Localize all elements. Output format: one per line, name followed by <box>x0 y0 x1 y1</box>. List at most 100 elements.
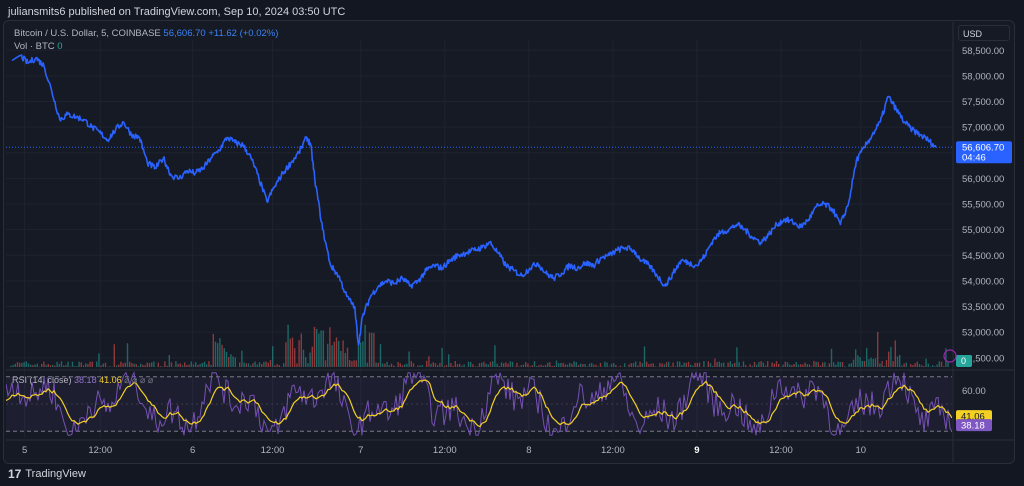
volume-bar <box>476 366 478 367</box>
volume-bar <box>426 360 428 367</box>
volume-bar <box>696 362 698 367</box>
volume-bar <box>221 344 223 367</box>
volume-bar <box>157 362 159 367</box>
last-price-tag-value: 56,606.70 <box>962 142 1004 153</box>
volume-bar <box>604 361 606 367</box>
volume-bar <box>901 365 903 367</box>
volume-bar <box>487 364 489 367</box>
volume-tag <box>956 355 972 367</box>
volume-bar <box>456 364 459 367</box>
volume-bar <box>49 365 52 367</box>
volume-bar <box>162 366 164 367</box>
volume-bar <box>129 361 131 367</box>
volume-bar <box>401 365 404 367</box>
volume-bar <box>375 362 377 367</box>
rsi-tag <box>956 419 992 432</box>
volume-bar <box>738 362 740 367</box>
volume-bar <box>316 329 318 367</box>
volume-bar <box>659 363 661 367</box>
volume-bar <box>718 361 720 367</box>
y-tick-label: 58,500.00 <box>962 46 1004 57</box>
volume-bar <box>566 364 569 367</box>
rsi-value: 38.18 <box>74 375 97 385</box>
volume-bar <box>727 362 729 367</box>
volume-bar <box>335 337 338 367</box>
volume-bar <box>432 362 434 367</box>
volume-bar <box>36 363 38 367</box>
volume-bar <box>252 363 254 367</box>
volume-bar <box>45 364 47 367</box>
volume-bar <box>639 361 641 367</box>
volume-bar <box>492 361 494 367</box>
volume-bar <box>672 362 674 367</box>
last-price-tag <box>956 141 1012 164</box>
volume-bar <box>96 361 98 367</box>
volume-bar <box>384 363 386 367</box>
currency-button[interactable]: USD <box>958 25 1010 41</box>
volume-bar <box>503 363 505 367</box>
volume-bar <box>505 362 507 367</box>
volume-bar <box>164 361 166 367</box>
volume-bar <box>855 349 857 367</box>
y-tick-label: 53,000.00 <box>962 328 1004 339</box>
volume-bar <box>934 366 936 367</box>
volume-bar <box>588 363 591 367</box>
volume-bar <box>364 324 366 367</box>
volume-bar <box>533 361 536 367</box>
y-tick-label: 52,500.00 <box>962 353 1004 364</box>
volume-bar <box>197 364 199 367</box>
volume-bar <box>109 366 111 367</box>
volume-bar <box>870 357 872 367</box>
volume-bar <box>771 362 773 367</box>
volume-bar <box>333 341 335 367</box>
last-price-countdown: 04:46 <box>962 152 986 163</box>
volume-bar <box>199 364 201 367</box>
volume-bar <box>511 361 514 367</box>
volume-bar <box>496 363 498 367</box>
volume-bar <box>186 365 188 367</box>
rsi-band-fill <box>6 376 952 432</box>
volume-bar <box>648 363 650 367</box>
volume-bar <box>910 364 912 367</box>
volume-bar <box>615 364 617 367</box>
volume-bar <box>368 332 371 367</box>
volume-bar <box>844 366 846 367</box>
symbol-label[interactable]: Bitcoin / U.S. Dollar, 5, COINBASE <box>14 28 161 39</box>
y-tick-label: 54,500.00 <box>962 251 1004 262</box>
volume-bar <box>668 361 670 367</box>
grid-lines <box>6 22 1014 462</box>
volume-bar <box>265 361 267 367</box>
volume-bar <box>285 342 287 367</box>
volume-bar <box>353 360 355 367</box>
volume-bar <box>467 361 470 367</box>
x-tick-label: 12:00 <box>261 445 285 456</box>
volume-bar <box>346 347 349 367</box>
y-tick-label: 56,000.00 <box>962 174 1004 185</box>
volume-bar <box>267 362 269 367</box>
volume-bar <box>118 364 120 367</box>
volume-label[interactable]: Vol · BTC <box>14 41 55 52</box>
tradingview-logo-icon[interactable]: 17 <box>8 467 22 481</box>
volume-bar <box>87 364 89 367</box>
volume-bar <box>789 364 791 367</box>
volume-bar <box>786 362 789 367</box>
volume-bar <box>60 361 63 367</box>
volume-bar <box>76 366 78 367</box>
volume-bar <box>85 363 87 367</box>
volume-bar <box>819 365 822 367</box>
volume-bar <box>918 364 921 367</box>
volume-bar <box>219 338 221 367</box>
volume-bar <box>863 361 866 367</box>
volume-bar <box>736 347 738 367</box>
volume-bar <box>778 364 780 367</box>
volume-bar <box>835 364 837 367</box>
volume-bar <box>943 366 945 367</box>
volume-bar <box>201 363 203 367</box>
volume-bar <box>507 363 509 367</box>
volume-bar <box>654 366 657 367</box>
volume-bar <box>936 364 938 367</box>
brand-name[interactable]: TradingView <box>25 468 86 480</box>
x-tick-label: 10 <box>856 445 867 456</box>
rsi-label[interactable]: RSI (14, close) <box>12 375 72 385</box>
